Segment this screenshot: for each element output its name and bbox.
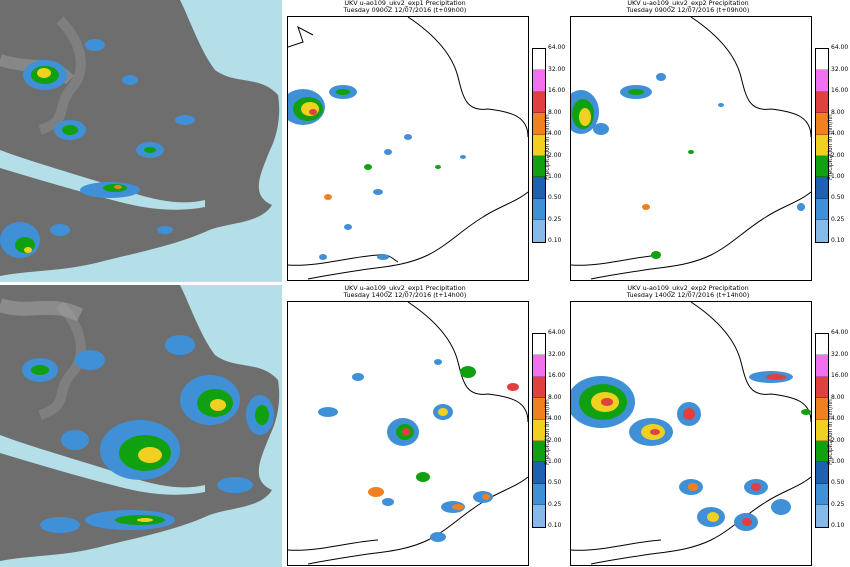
land-mass — [0, 0, 280, 276]
colorbar-unit-label: Precipitation in mm/hh — [545, 114, 551, 180]
panel-title-line2: Tuesday 1400Z 12/07/2016 (t+14h00) — [343, 291, 467, 300]
colorbar-tick: 0.50 — [548, 479, 562, 486]
colorbar-tick: 32.00 — [831, 351, 849, 358]
panel-title-line1: UKV u-ao109_ukv2_exp1 Precipitation — [344, 284, 466, 292]
radar-echoes — [22, 335, 274, 533]
colorbar — [532, 48, 546, 243]
colorbar-tick: 0.25 — [548, 501, 562, 508]
colorbar-tick: 4.00 — [548, 130, 562, 137]
panel-title-line1: UKV u-ao109_ukv2_exp1 Precipitation — [344, 0, 466, 7]
colorbar-tick: 64.00 — [548, 44, 566, 51]
panel-title: UKV u-ao109_ukv2_exp2 Precipitation Tues… — [568, 284, 808, 300]
coastline — [288, 302, 528, 565]
radar-map-0900 — [0, 0, 282, 282]
colorbar-tick: 16.00 — [831, 372, 849, 379]
precipitation-map — [287, 16, 529, 281]
colorbar-tick: 8.00 — [548, 394, 562, 401]
precip-cells — [571, 371, 811, 531]
panel-title-line2: Tuesday 0900Z 12/07/2016 (t+09h00) — [626, 6, 750, 15]
colorbar — [815, 48, 829, 243]
model-panel-exp2-0900: UKV u-ao109_ukv2_exp2 Precipitation Tues… — [568, 0, 848, 282]
colorbar-tick: 4.00 — [831, 415, 845, 422]
radar-observation-0900 — [0, 0, 282, 282]
precipitation-map — [570, 16, 812, 281]
colorbar-tick: 32.00 — [548, 351, 566, 358]
colorbar-tick: 8.00 — [831, 394, 845, 401]
colorbar-tick: 32.00 — [831, 66, 849, 73]
colorbar-tick: 8.00 — [831, 109, 845, 116]
colorbar-unit-label: Precipitation in mm/hh — [828, 399, 834, 465]
colorbar-tick: 16.00 — [831, 87, 849, 94]
coastline — [571, 17, 811, 280]
colorbar-tick: 16.00 — [548, 87, 566, 94]
estuary — [0, 435, 205, 495]
model-panel-exp1-0900: UKV u-ao109_ukv2_exp1 Precipitation Tues… — [285, 0, 565, 282]
colorbar-tick: 1.00 — [831, 173, 845, 180]
colorbar-tick: 0.50 — [831, 479, 845, 486]
colorbar-tick: 64.00 — [831, 329, 849, 336]
colorbar-tick: 4.00 — [548, 415, 562, 422]
precip-cells — [288, 85, 466, 260]
estuary — [0, 150, 205, 210]
panel-title-line1: UKV u-ao109_ukv2_exp2 Precipitation — [627, 0, 749, 7]
precip-cells — [318, 359, 519, 542]
panel-title-line2: Tuesday 1400Z 12/07/2016 (t+14h00) — [626, 291, 750, 300]
colorbar-unit-label: Precipitation in mm/hh — [545, 399, 551, 465]
precipitation-map — [570, 301, 812, 566]
colorbar-tick: 0.50 — [831, 194, 845, 201]
radar-observation-1400 — [0, 285, 282, 567]
coastline — [288, 17, 528, 280]
radar-map-1400 — [0, 285, 282, 567]
colorbar — [815, 333, 829, 528]
colorbar-tick: 0.10 — [548, 522, 562, 529]
colorbar-tick: 0.10 — [831, 237, 845, 244]
panel-title: UKV u-ao109_ukv2_exp1 Precipitation Tues… — [285, 284, 525, 300]
colorbar-tick: 0.10 — [831, 522, 845, 529]
model-panel-exp2-1400: UKV u-ao109_ukv2_exp2 Precipitation Tues… — [568, 284, 849, 567]
colorbar-tick: 8.00 — [548, 109, 562, 116]
colorbar — [532, 333, 546, 528]
panel-title-line1: UKV u-ao109_ukv2_exp2 Precipitation — [627, 284, 749, 292]
panel-title: UKV u-ao109_ukv2_exp1 Precipitation Tues… — [285, 0, 525, 15]
colorbar-tick: 1.00 — [831, 458, 845, 465]
colorbar-tick: 0.50 — [548, 194, 562, 201]
colorbar-tick: 16.00 — [548, 372, 566, 379]
colorbar-tick: 64.00 — [831, 44, 849, 51]
colorbar-tick: 1.00 — [548, 458, 562, 465]
coastline — [571, 302, 811, 565]
radar-echoes — [0, 39, 195, 258]
model-panel-exp1-1400: UKV u-ao109_ukv2_exp1 Precipitation Tues… — [285, 284, 566, 567]
colorbar-unit-label: Precipitation in mm/hh — [828, 114, 834, 180]
colorbar-tick: 2.00 — [548, 152, 562, 159]
precipitation-map — [287, 301, 529, 566]
colorbar-tick: 2.00 — [831, 152, 845, 159]
colorbar-tick: 0.25 — [548, 216, 562, 223]
colorbar-tick: 64.00 — [548, 329, 566, 336]
colorbar-tick: 2.00 — [548, 437, 562, 444]
panel-title: UKV u-ao109_ukv2_exp2 Precipitation Tues… — [568, 0, 808, 15]
colorbar-tick: 4.00 — [831, 130, 845, 137]
precip-cells — [571, 73, 805, 259]
panel-title-line2: Tuesday 0900Z 12/07/2016 (t+09h00) — [343, 6, 467, 15]
colorbar-tick: 0.25 — [831, 501, 845, 508]
colorbar-tick: 1.00 — [548, 173, 562, 180]
colorbar-tick: 0.25 — [831, 216, 845, 223]
colorbar-tick: 0.10 — [548, 237, 562, 244]
colorbar-tick: 32.00 — [548, 66, 566, 73]
colorbar-tick: 2.00 — [831, 437, 845, 444]
